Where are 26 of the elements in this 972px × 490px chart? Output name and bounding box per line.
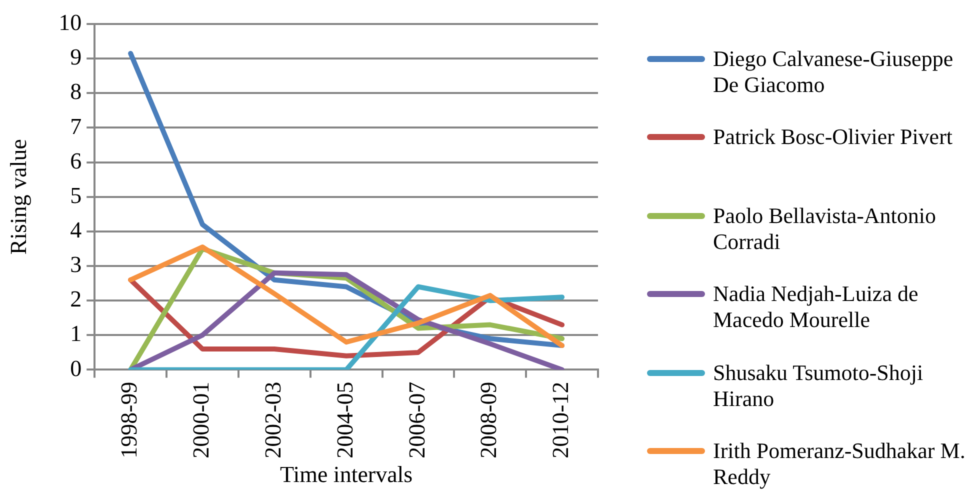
legend-label: Shusaku Tsumoto-Shoji Hirano [713,360,924,412]
legend-label: Irith Pomeranz-Sudhakar M. Reddy [713,438,966,490]
y-tick-label: 5 [70,182,82,208]
x-tick-label: 2008-09 [476,382,502,458]
legend-label: Paolo Bellavista-Antonio Corradi [713,202,938,255]
legend-label: Patrick Bosc-Olivier Pivert [713,124,954,150]
y-tick-label: 7 [70,114,82,139]
legend-label: Diego Calvanese-Giuseppe De Giacomo [713,46,954,98]
x-axis-title: Time intervals [280,462,413,488]
y-tick-label: 10 [58,10,82,36]
y-axis-title: Rising value [6,139,31,255]
y-tick-label: 8 [70,79,82,104]
legend-label: Nadia Nedjah-Luiza de Macedo Mourelle [713,281,920,334]
y-tick-label: 0 [70,356,82,381]
x-tick-label: 2004-05 [332,382,358,458]
y-tick-label: 9 [70,44,82,70]
x-tick-label: 2000-01 [188,382,214,458]
y-tick-label: 2 [70,286,82,312]
y-tick-label: 4 [70,217,82,242]
y-tick-label: 6 [70,148,82,174]
x-tick-label: 2006-07 [404,382,430,458]
y-tick-label: 1 [70,321,82,346]
x-tick-label: 1998-99 [116,382,142,458]
x-tick-label: 2002-03 [260,382,286,458]
x-tick-label: 2010-12 [548,382,574,458]
y-tick-label: 3 [70,252,82,278]
